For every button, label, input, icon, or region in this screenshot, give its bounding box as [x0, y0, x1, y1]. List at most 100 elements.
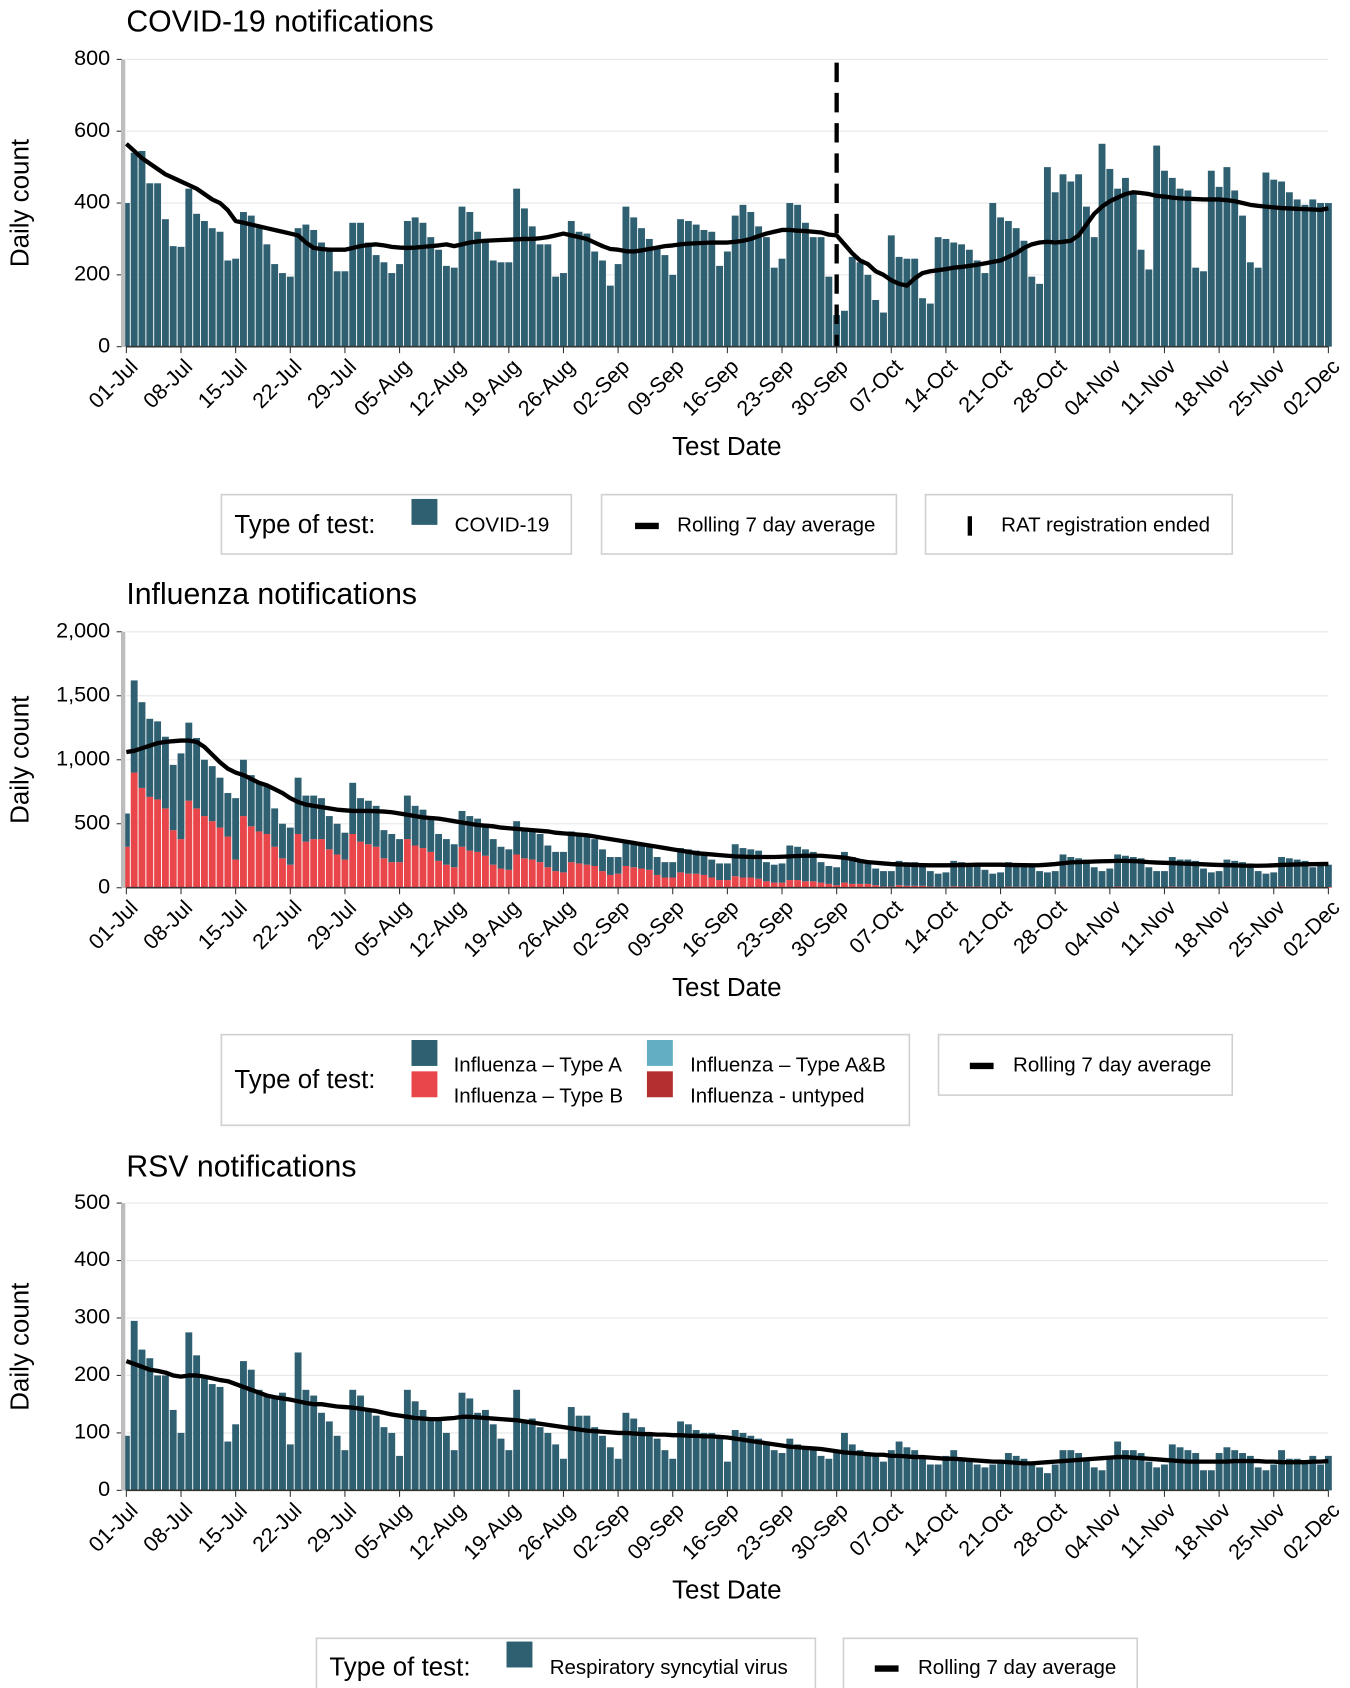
bar — [161, 736, 169, 809]
bar — [1231, 860, 1239, 887]
bar — [536, 244, 544, 347]
bar — [801, 881, 809, 888]
bar — [505, 262, 513, 347]
bar — [1176, 859, 1184, 887]
bar — [1129, 857, 1137, 887]
bar — [208, 228, 216, 347]
bar — [794, 204, 802, 347]
bar — [762, 237, 770, 347]
bar — [599, 849, 606, 872]
chart-title: RSV notifications — [126, 1151, 356, 1184]
bar — [1176, 1447, 1184, 1491]
bar — [427, 237, 435, 347]
bar — [146, 1358, 154, 1491]
bar — [1215, 871, 1223, 888]
bar — [489, 864, 497, 888]
bar — [185, 722, 193, 801]
bar — [919, 1458, 926, 1491]
bar — [325, 849, 333, 888]
bar — [255, 1389, 263, 1491]
x-tick-label: 21-Oct — [953, 895, 1016, 958]
bar — [1145, 1461, 1153, 1491]
bar — [606, 857, 614, 875]
bar — [450, 867, 458, 888]
legend-label: Respiratory syncytial virus — [550, 1656, 788, 1679]
bar — [1285, 1458, 1293, 1491]
bar — [458, 206, 466, 347]
bar — [318, 242, 325, 347]
bar — [481, 855, 489, 888]
bar — [841, 310, 848, 347]
bar — [349, 833, 357, 888]
bar — [716, 880, 724, 888]
bar — [286, 276, 294, 347]
bar — [755, 226, 763, 347]
bar — [692, 873, 700, 888]
x-tick-label: 02-Sep — [567, 1498, 634, 1565]
bar — [427, 851, 435, 888]
bar — [1004, 862, 1012, 887]
bar — [723, 1461, 731, 1491]
bar — [997, 872, 1004, 888]
chart-title: Influenza notifications — [126, 578, 417, 611]
bar — [216, 827, 224, 888]
bar — [1036, 1467, 1044, 1491]
bar — [825, 883, 833, 888]
bar — [224, 836, 232, 888]
legend-swatch — [411, 1071, 438, 1098]
bar — [349, 222, 357, 347]
bar — [755, 1438, 763, 1491]
bar — [177, 1432, 185, 1491]
bar — [388, 273, 396, 347]
bar — [138, 787, 146, 888]
x-tick-label: 09-Sep — [622, 1498, 689, 1565]
bar — [762, 1441, 770, 1491]
bar — [466, 212, 474, 347]
bar — [872, 868, 880, 886]
bar — [200, 220, 208, 347]
bar — [349, 782, 357, 834]
bar — [333, 1435, 341, 1491]
bar — [528, 830, 536, 860]
bar — [1239, 862, 1246, 887]
y-tick-label: 0 — [98, 873, 110, 898]
bar — [364, 1409, 372, 1491]
x-tick-label: 30-Sep — [786, 895, 853, 962]
x-tick-label: 11-Nov — [1115, 354, 1181, 420]
bar — [1098, 1470, 1106, 1491]
legend-label: Influenza – Type B — [454, 1085, 623, 1108]
bar — [1168, 1444, 1176, 1491]
bar — [325, 249, 333, 347]
bar — [411, 845, 419, 888]
bar — [856, 1450, 864, 1491]
bar — [1200, 271, 1207, 347]
bar — [185, 188, 193, 347]
bar — [232, 258, 240, 347]
legend-label: Rolling 7 day average — [918, 1656, 1116, 1679]
x-tick-label: 15-Jul — [193, 895, 252, 954]
bar — [669, 877, 677, 888]
bar — [1004, 220, 1012, 347]
bar — [747, 877, 755, 888]
bar — [302, 224, 310, 347]
x-tick-label: 28-Oct — [1008, 1498, 1071, 1561]
bar — [708, 859, 716, 878]
bar — [302, 795, 310, 842]
x-tick-label: 26-Aug — [513, 354, 580, 421]
x-tick-label: 21-Oct — [953, 1498, 1016, 1561]
bar — [731, 1430, 739, 1491]
bar — [419, 222, 427, 347]
bar — [240, 212, 247, 347]
y-axis-label: Daily count — [6, 1282, 34, 1411]
bar — [653, 874, 661, 888]
bar — [692, 1430, 700, 1491]
bar — [1200, 1470, 1207, 1491]
bar — [591, 839, 599, 866]
bar — [505, 869, 513, 888]
bar — [161, 219, 169, 347]
bar — [880, 1461, 887, 1491]
bar — [825, 1458, 833, 1491]
y-tick-label: 400 — [74, 189, 110, 214]
bar — [981, 1467, 989, 1491]
bar — [208, 766, 216, 822]
